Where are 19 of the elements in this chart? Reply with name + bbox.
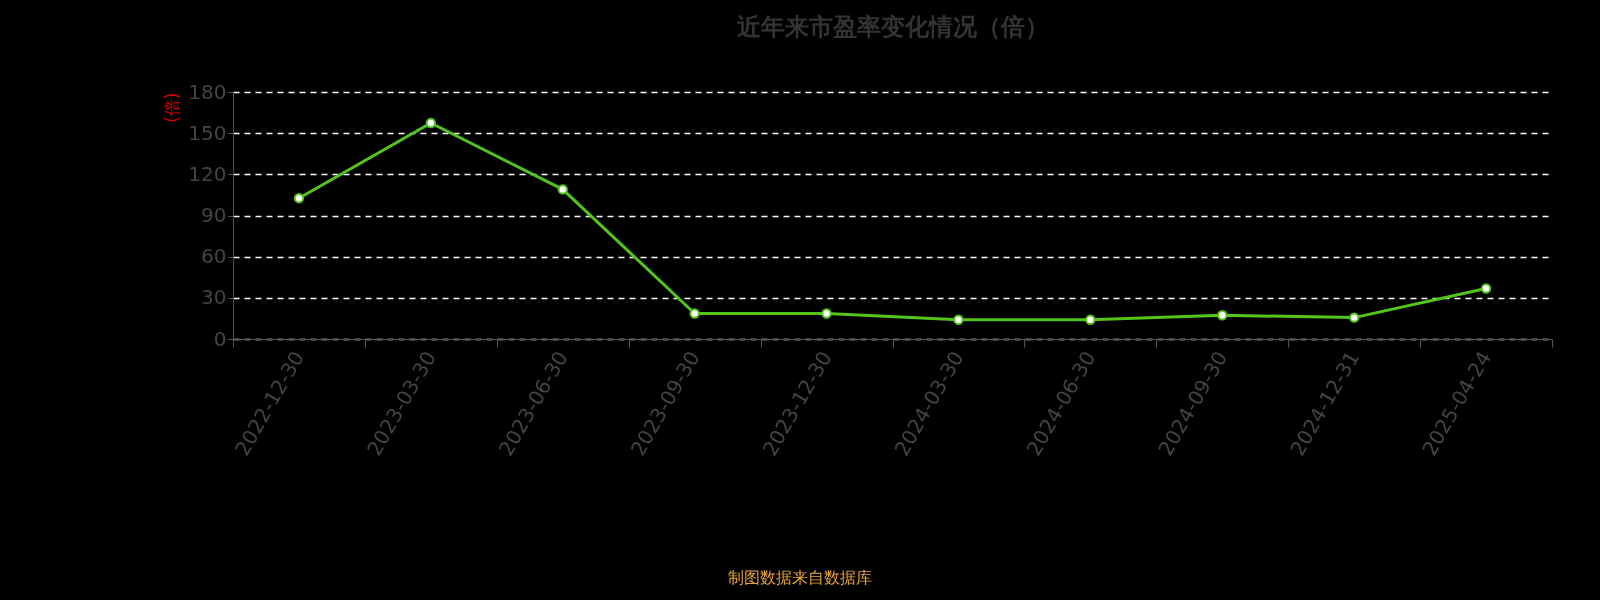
point [1085, 314, 1096, 325]
y-axis-title: (倍) [162, 92, 183, 123]
point [557, 184, 568, 195]
point [689, 308, 700, 319]
y-tick-label: 30 [201, 285, 227, 310]
point [293, 193, 305, 204]
y-tick-label: 120 [188, 161, 227, 186]
text: 制图数据来自数据库 [727, 568, 873, 589]
point [1480, 283, 1492, 294]
point [1348, 312, 1360, 323]
point [953, 314, 964, 325]
y-tick-label: 0 [213, 326, 227, 351]
y-tick-label: 60 [201, 244, 227, 269]
y-tick-label: 150 [188, 120, 227, 145]
y-tick-label: 90 [201, 203, 227, 227]
point [821, 308, 832, 319]
point [425, 117, 437, 129]
point [1217, 310, 1228, 321]
y-tick-label: 180 [188, 79, 227, 104]
